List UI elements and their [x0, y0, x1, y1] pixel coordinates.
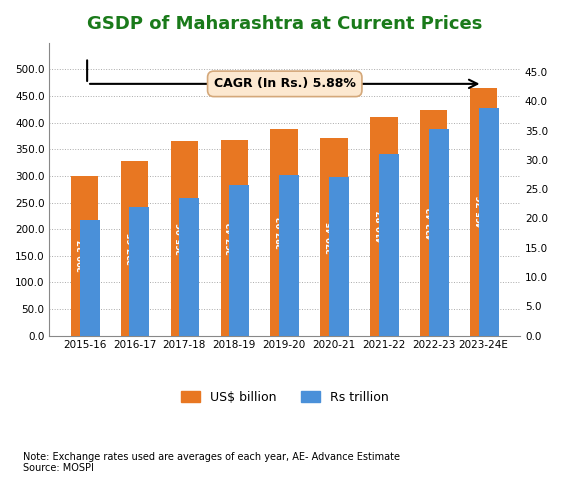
Bar	[221, 140, 248, 336]
Text: 423.42: 423.42	[426, 206, 435, 239]
Bar	[379, 153, 399, 336]
Text: 35.27: 35.27	[434, 218, 443, 246]
Bar	[429, 129, 449, 336]
Bar	[79, 220, 100, 336]
Bar	[71, 176, 99, 336]
Text: 31.08: 31.08	[385, 231, 394, 258]
Bar	[279, 175, 299, 336]
Bar	[370, 117, 397, 336]
Text: 25.68: 25.68	[235, 247, 244, 274]
Bar	[129, 207, 149, 336]
Text: 27.35: 27.35	[285, 242, 294, 269]
Bar	[420, 110, 448, 336]
Text: 21.98: 21.98	[135, 258, 144, 285]
Text: 23.53: 23.53	[185, 253, 194, 280]
Text: 19.66: 19.66	[85, 264, 94, 292]
Text: CAGR (In Rs.) 5.88%: CAGR (In Rs.) 5.88%	[214, 77, 356, 90]
Legend: US$ billion, Rs trillion: US$ billion, Rs trillion	[176, 386, 394, 409]
Text: 410.87: 410.87	[377, 209, 386, 243]
Bar	[120, 161, 148, 336]
Text: 327.65: 327.65	[127, 232, 136, 265]
Text: 387.93: 387.93	[276, 216, 285, 249]
Text: 300.37: 300.37	[77, 239, 86, 272]
Text: 365.06: 365.06	[177, 222, 186, 255]
Bar	[270, 129, 298, 336]
Bar	[479, 109, 499, 336]
Text: Note: Exchange rates used are averages of each year, AE- Advance Estimate
Source: Note: Exchange rates used are averages o…	[23, 452, 400, 473]
Text: 370.45: 370.45	[327, 220, 336, 254]
Bar	[171, 141, 198, 336]
Text: 465.76: 465.76	[476, 195, 485, 228]
Text: 27.12: 27.12	[334, 242, 343, 270]
Title: GSDP of Maharashtra at Current Prices: GSDP of Maharashtra at Current Prices	[87, 15, 482, 33]
Bar	[320, 139, 348, 336]
Text: 38.79: 38.79	[484, 208, 493, 236]
Bar	[229, 185, 249, 336]
Bar	[180, 198, 199, 336]
Bar	[470, 87, 497, 336]
Text: 367.42: 367.42	[227, 221, 236, 255]
Bar	[329, 177, 349, 336]
